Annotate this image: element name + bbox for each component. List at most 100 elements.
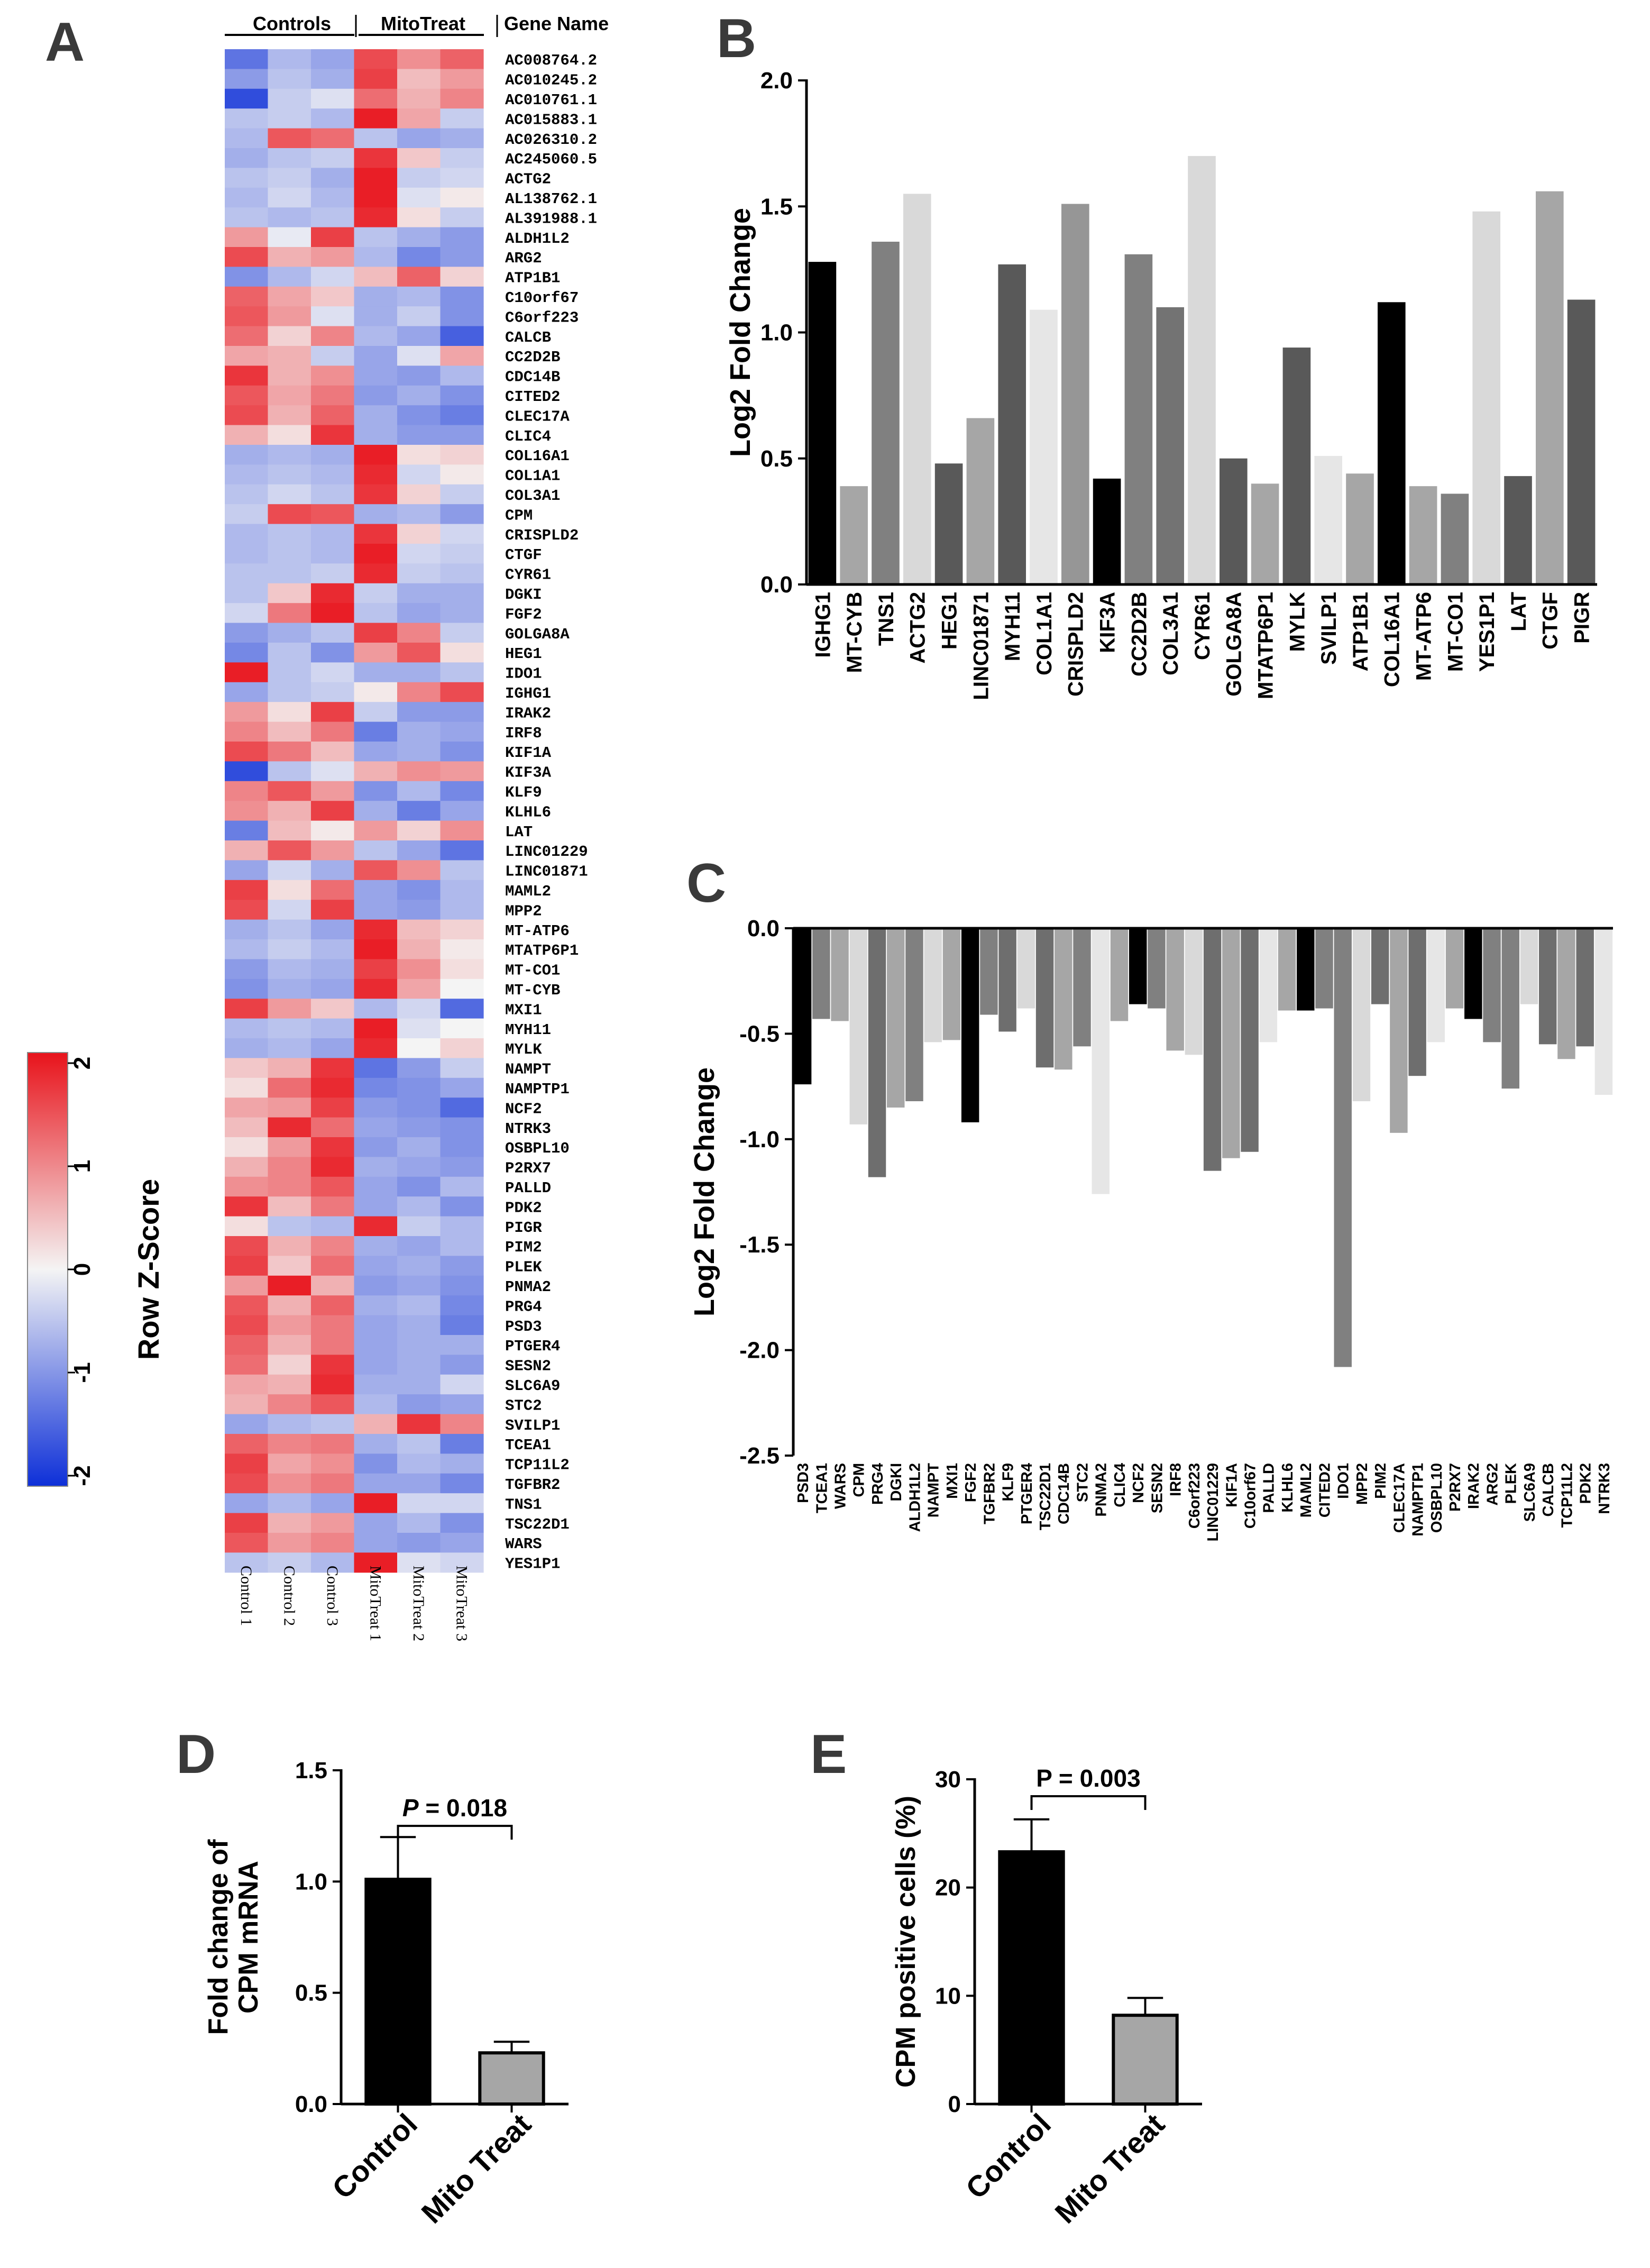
bar [1346,473,1374,584]
heatmap-cell [440,623,484,643]
panel-label-c: C [686,853,726,914]
heatmap-cell [311,1236,355,1256]
y-tick-label: -1.5 [739,1232,780,1258]
heatmap-cell [225,1236,269,1256]
heatmap-cell [225,1137,269,1157]
y-tick-label: 1.0 [760,320,793,346]
heatmap-cell [440,207,484,228]
heatmap-cell [397,1196,441,1217]
heatmap-cell [440,1137,484,1157]
heatmap-cell [397,563,441,584]
bar [1124,254,1153,584]
gene-label: CLIC4 [505,428,551,445]
category-label: SESN2 [1149,1463,1166,1513]
heatmap-cell [440,1157,484,1177]
heatmap-cell [354,801,398,821]
heatmap-cell [225,1374,269,1395]
heatmap-cell [354,939,398,959]
significance-bracket [397,1825,513,1840]
heatmap-cell [440,128,484,149]
heatmap-cell [397,69,441,89]
heatmap-cell [268,108,311,129]
category-label: CYR61 [1191,592,1214,660]
heatmap-cell [354,1355,398,1375]
heatmap-cell [354,445,398,465]
heatmap-cell [268,1315,311,1336]
heatmap-cell [268,346,311,366]
bar [840,486,868,584]
y-tick-label: 1.0 [295,1869,327,1895]
bar [934,463,963,584]
heatmap-cell [440,326,484,346]
gene-label: CRISPLD2 [505,527,579,544]
heatmap-cell [354,1394,398,1415]
bar [1251,483,1279,584]
heatmap-cell [311,840,355,861]
bar [1110,928,1129,1021]
bar [1219,458,1248,584]
bar [1035,928,1054,1068]
gene-label: PTGER4 [505,1338,560,1355]
colorbar-gradient [27,1052,68,1487]
gene-label: SESN2 [505,1358,551,1375]
heatmap-cell [397,702,441,723]
heatmap-cell [440,1533,484,1553]
heatmap-cell [397,1414,441,1434]
gene-label: COL1A1 [505,468,560,485]
sample-label: MitoTreat 2 [410,1566,427,1641]
heatmap-cell [311,1216,355,1237]
category-label: ARG2 [1484,1463,1501,1506]
p-value-text: P = 0.003 [1036,1764,1140,1792]
panel-b-bar-chart: Log2 Fold Change 0.0 0.5 1.0 1.5 2.0 IGHG1 MT-C… [725,68,1597,700]
heatmap-cell [225,187,269,208]
heatmap-cell [440,484,484,505]
heatmap-cell [268,781,311,801]
gene-label: MXI1 [505,1001,542,1019]
category-label: YES1P1 [1475,592,1499,672]
heatmap-cell [397,880,441,900]
heatmap-cell [268,1058,311,1078]
category-label: KIF1A [1223,1463,1240,1507]
heatmap-cell [311,346,355,366]
heatmap-cell [268,286,311,307]
heatmap-cell [354,365,398,386]
gene-label: PALLD [505,1179,551,1197]
category-label: PALLD [1261,1463,1278,1513]
heatmap-cell [354,504,398,525]
heatmap-cell [397,1533,441,1553]
heatmap-cell [311,1473,355,1494]
heatmap-cell [311,1295,355,1316]
heatmap-cell [354,840,398,861]
category-label: NTRK3 [1596,1463,1613,1514]
heatmap-cell [268,860,311,881]
heatmap-cell [225,623,269,643]
heatmap-cell [354,1256,398,1276]
heatmap-cell [311,603,355,624]
gene-label: AL138762.1 [505,190,597,208]
heatmap-cell [268,207,311,228]
heatmap-cell [397,1098,441,1118]
heatmap-cell [354,1038,398,1058]
gene-label: AC010245.2 [505,72,597,89]
heatmap-cell [440,1038,484,1058]
heatmap-cell [440,1513,484,1533]
gene-label: TCEA1 [505,1437,551,1454]
heatmap-cell [354,524,398,544]
bar [1073,928,1091,1047]
heatmap-cell [225,840,269,861]
heatmap-cell [354,1157,398,1177]
heatmap-cell [311,544,355,564]
category-label: MT-CYB [843,592,866,673]
gene-label: AC026310.2 [505,131,597,149]
heatmap-cell [225,880,269,900]
heatmap-cell [225,1117,269,1138]
heatmap-cell [311,761,355,782]
heatmap-cell [354,1275,398,1296]
heatmap-cell [397,1018,441,1039]
heatmap-cell [354,49,398,69]
bar [1538,928,1557,1045]
heatmap-cell [440,1236,484,1256]
panel-label-e: E [810,1724,847,1785]
category-label: ATP1B1 [1349,592,1372,671]
gene-label: YES1P1 [505,1556,560,1573]
